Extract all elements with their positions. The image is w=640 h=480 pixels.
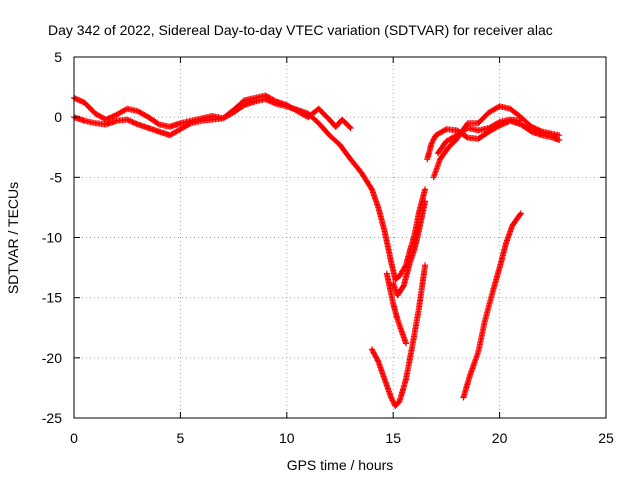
y-tick-label: -20 [42, 350, 62, 366]
y-tick-label: -10 [42, 230, 62, 246]
chart-title: Day 342 of 2022, Sidereal Day-to-day VTE… [48, 22, 553, 38]
y-tick-label: 5 [54, 49, 62, 65]
series-track-2 [71, 96, 429, 283]
x-axis-label: GPS time / hours [287, 457, 394, 473]
x-tick-label: 20 [492, 430, 508, 446]
series-track-4 [383, 270, 409, 347]
series-track-1 [71, 92, 354, 131]
x-tick-label: 25 [598, 430, 614, 446]
data-marks [71, 92, 354, 131]
data-points [71, 92, 563, 409]
data-marks [460, 210, 524, 401]
series-track-9 [460, 210, 524, 401]
series-track-3 [390, 198, 429, 299]
data-marks [434, 116, 524, 157]
y-tick-label: -5 [50, 169, 63, 185]
series-track-8 [434, 116, 524, 157]
x-tick-label: 10 [279, 430, 295, 446]
data-marks [390, 198, 429, 299]
y-tick-label: -15 [42, 290, 62, 306]
grid-lines [74, 57, 606, 418]
axis-ticks: 0 5 10 15 20 25 -25 -20 -15 -10 -5 0 5 [42, 49, 614, 446]
data-marks [71, 96, 429, 283]
y-tick-label: -25 [42, 410, 62, 426]
x-tick-label: 5 [177, 430, 185, 446]
data-marks [383, 270, 409, 347]
series-track-5 [368, 262, 429, 409]
y-tick-label: 0 [54, 109, 62, 125]
x-tick-label: 15 [385, 430, 401, 446]
data-marks [368, 262, 429, 409]
y-axis-label: SDTVAR / TECUs [5, 182, 21, 294]
x-tick-label: 0 [70, 430, 78, 446]
